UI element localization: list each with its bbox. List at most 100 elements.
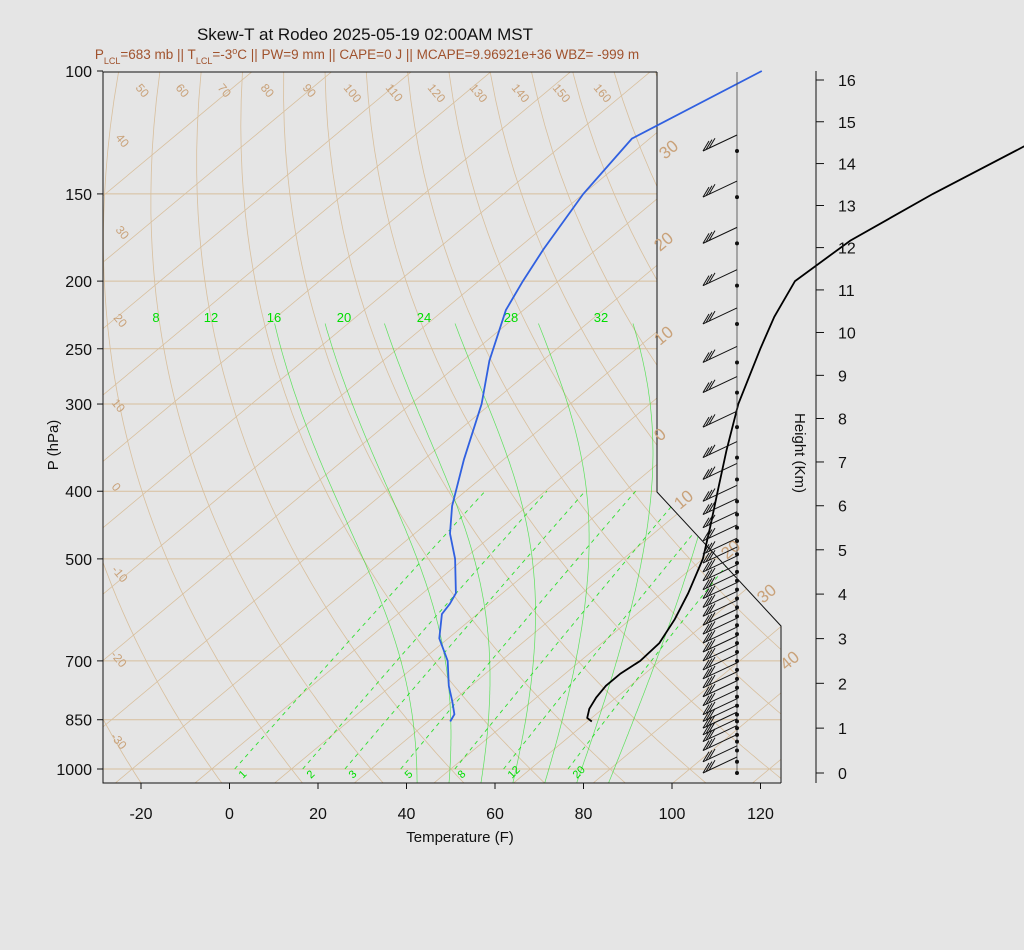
barb-shaft [702,689,738,707]
temperature-line [586,145,1024,723]
x-tick-label: 0 [225,806,234,823]
barb-flag [702,762,710,774]
wind-barb [702,745,738,763]
barb-flag [702,352,710,363]
barb-shaft [702,725,738,743]
mixing-ratio-label: 12 [506,764,523,781]
barb-flag [702,641,710,653]
isotherm-label: 0 [109,480,124,494]
x-axis-title: Temperature (F) [406,829,514,846]
wind-barb [702,582,738,599]
barb-flag [708,349,716,360]
plot-border-step [656,72,782,783]
barb-flag [702,543,710,555]
barb-flag [708,692,716,704]
dry-adiabat-line [985,71,1024,784]
y-axis-title: P (hPa) [45,420,62,471]
barb-station-dot [735,477,739,482]
wind-barb [702,635,738,653]
wind-barb [702,498,738,515]
moist-adiabat-line [538,323,590,783]
wind-barb [702,725,738,743]
dry-adiabat-line [240,72,546,783]
barb-station-dot [735,605,739,610]
mixing-ratio-line [503,490,729,770]
wind-barb [702,546,738,564]
barb-flag [702,561,710,573]
isotherm-label: -10 [109,563,131,586]
x-tick-label: 80 [575,806,593,823]
barb-station-dot [735,719,739,724]
t-lcl-value: -3 [220,47,232,62]
height-tick-label: 10 [838,325,856,342]
barb-flag [702,140,710,152]
isotherm-line [194,294,781,783]
y-tick-label: 150 [65,187,92,204]
barb-flag [708,715,716,726]
wind-barb [702,537,738,555]
barb-flag [705,604,713,616]
wind-barb [702,689,738,707]
dry-adiabat-line [103,72,303,783]
barb-shaft [702,134,738,152]
barb-flag [702,717,710,729]
barb-flag [708,184,716,195]
barb-shaft [702,307,738,325]
isotherm-line [103,72,332,263]
y-tick-label: 300 [65,397,92,414]
barb-flag [708,612,716,623]
wind-barb [702,734,738,752]
barb-flag [705,738,713,750]
wind-barb [702,617,738,635]
isotherm-label: 80 [258,81,278,100]
barb-shaft [702,590,738,608]
barb-shaft [702,718,738,736]
moist-adiabat-label: 16 [267,310,281,325]
barb-flag [702,659,710,671]
height-tick-label: 5 [838,543,847,560]
barb-flag [708,230,716,241]
barb-shaft [702,555,738,573]
barb-flag [705,445,713,457]
upper-right-mask [657,72,781,626]
barb-flag [705,529,713,540]
barb-flag [702,686,710,698]
barb-flag [702,632,710,644]
barb-flag [708,585,716,596]
barb-flag [708,514,716,526]
p-lcl-value: 683 mb [128,47,173,62]
barb-station-dot [735,732,739,737]
wind-barb [702,180,738,198]
isotherm-label: 10 [109,396,129,415]
barb-station-dot [735,685,739,690]
dry-adiabat-line [324,72,707,783]
barb-flag [702,382,710,393]
barb-flag [702,313,710,325]
barb-flag [708,728,716,740]
chart-subtitle: PLCL=683 mb || TLCL=-3oC || PW=9 mm || C… [95,46,639,66]
barb-flag [705,586,713,598]
barb-station-dot [735,455,739,460]
barb-station-dot [735,748,739,753]
barb-flag [708,674,716,686]
barb-flag [708,647,716,659]
isotherm-label: 90 [300,81,320,100]
isotherm-line [592,626,781,783]
barb-flag [708,701,716,713]
height-tick-label: 0 [838,766,847,783]
barb-flag [708,414,716,425]
barb-shaft [702,498,738,515]
barb-flag [705,380,713,392]
barb-flag [702,623,710,635]
barb-flag [708,310,716,322]
dry-adiabat-line [448,72,781,651]
barb-shaft [702,269,738,287]
y-tick-label: 250 [65,342,92,359]
height-tick-label: 9 [838,368,847,385]
barb-shaft [702,698,738,716]
barb-station-dot [735,739,739,744]
barb-flag [708,638,716,650]
height-tick-label: 14 [838,157,856,174]
isotherm-label: 50 [133,81,153,100]
